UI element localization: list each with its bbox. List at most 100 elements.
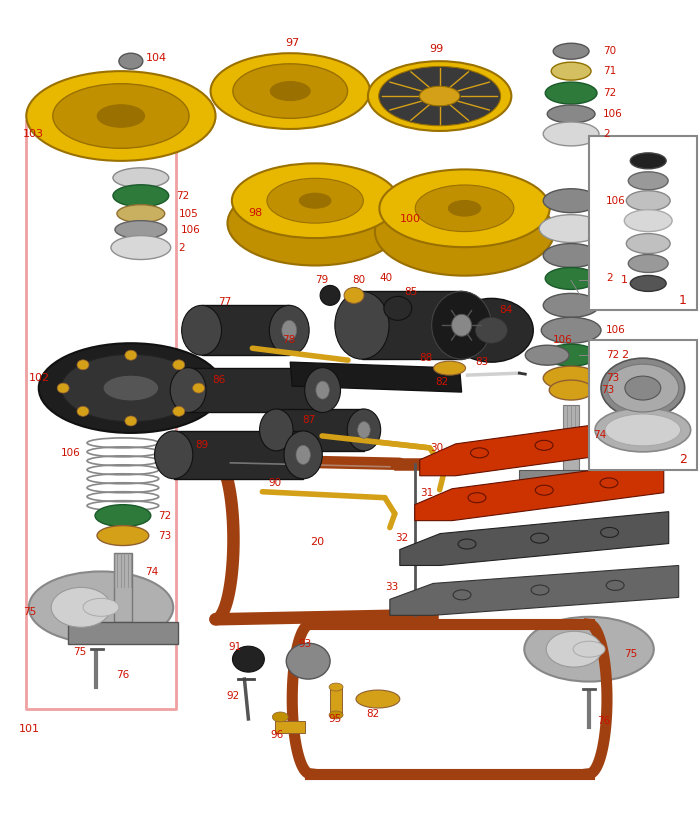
Text: 93: 93 bbox=[298, 640, 312, 649]
Ellipse shape bbox=[344, 287, 364, 304]
Text: 2: 2 bbox=[679, 453, 687, 466]
Text: 30: 30 bbox=[430, 443, 443, 453]
Bar bbox=[174, 431, 303, 479]
Ellipse shape bbox=[468, 493, 486, 502]
Text: 90: 90 bbox=[268, 478, 281, 488]
Ellipse shape bbox=[432, 291, 491, 359]
Ellipse shape bbox=[125, 416, 136, 426]
Ellipse shape bbox=[525, 345, 569, 365]
Ellipse shape bbox=[170, 368, 206, 412]
Ellipse shape bbox=[95, 505, 150, 526]
Ellipse shape bbox=[524, 617, 654, 681]
Ellipse shape bbox=[607, 365, 679, 412]
Ellipse shape bbox=[630, 276, 666, 291]
Text: 2: 2 bbox=[178, 242, 186, 253]
Bar bbox=[276, 409, 364, 451]
Ellipse shape bbox=[111, 236, 171, 259]
Text: 71: 71 bbox=[603, 67, 616, 76]
Text: 83: 83 bbox=[475, 357, 489, 367]
Text: 73: 73 bbox=[601, 385, 615, 395]
Ellipse shape bbox=[573, 641, 605, 657]
Ellipse shape bbox=[368, 62, 512, 131]
Ellipse shape bbox=[458, 539, 476, 549]
Ellipse shape bbox=[358, 421, 370, 438]
Text: 1: 1 bbox=[679, 294, 687, 307]
Text: 97: 97 bbox=[286, 39, 300, 48]
Ellipse shape bbox=[595, 408, 691, 452]
Ellipse shape bbox=[375, 187, 554, 276]
Bar bbox=[330, 687, 342, 715]
Ellipse shape bbox=[356, 690, 400, 708]
Text: 82: 82 bbox=[366, 709, 379, 719]
Ellipse shape bbox=[260, 409, 293, 451]
Text: 78: 78 bbox=[282, 335, 295, 346]
Ellipse shape bbox=[600, 478, 618, 488]
Ellipse shape bbox=[475, 317, 507, 343]
Text: 20: 20 bbox=[310, 537, 324, 547]
Ellipse shape bbox=[347, 409, 381, 451]
Ellipse shape bbox=[597, 433, 615, 443]
Ellipse shape bbox=[113, 167, 169, 188]
Ellipse shape bbox=[267, 178, 363, 223]
Ellipse shape bbox=[284, 431, 322, 479]
Ellipse shape bbox=[543, 122, 599, 146]
Text: 98: 98 bbox=[248, 208, 262, 218]
Text: 73: 73 bbox=[158, 530, 171, 540]
Ellipse shape bbox=[551, 62, 591, 80]
Text: 91: 91 bbox=[228, 642, 242, 652]
Ellipse shape bbox=[335, 291, 389, 359]
Ellipse shape bbox=[300, 193, 331, 209]
Ellipse shape bbox=[113, 185, 169, 207]
Ellipse shape bbox=[233, 64, 348, 118]
Ellipse shape bbox=[626, 190, 670, 211]
Text: 2: 2 bbox=[606, 273, 612, 283]
Text: 74: 74 bbox=[145, 567, 158, 577]
Text: 70: 70 bbox=[603, 46, 616, 56]
Ellipse shape bbox=[304, 368, 340, 412]
Ellipse shape bbox=[545, 268, 597, 290]
Text: 72: 72 bbox=[176, 190, 189, 200]
Ellipse shape bbox=[550, 380, 593, 400]
Ellipse shape bbox=[119, 53, 143, 69]
Ellipse shape bbox=[97, 105, 145, 127]
Ellipse shape bbox=[470, 448, 489, 458]
Text: 106: 106 bbox=[61, 448, 81, 458]
Ellipse shape bbox=[543, 293, 599, 317]
Text: 92: 92 bbox=[227, 691, 239, 701]
Ellipse shape bbox=[629, 172, 668, 190]
Ellipse shape bbox=[77, 406, 89, 416]
Text: 2: 2 bbox=[603, 129, 610, 139]
Ellipse shape bbox=[57, 383, 69, 393]
Text: 86: 86 bbox=[213, 375, 226, 385]
Text: 40: 40 bbox=[380, 273, 393, 283]
Text: 99: 99 bbox=[430, 44, 444, 54]
Text: 104: 104 bbox=[146, 53, 167, 63]
Ellipse shape bbox=[61, 354, 201, 422]
Text: 74: 74 bbox=[593, 430, 606, 440]
Ellipse shape bbox=[449, 298, 533, 362]
Text: 79: 79 bbox=[315, 275, 328, 286]
Text: 89: 89 bbox=[195, 440, 209, 450]
Ellipse shape bbox=[624, 209, 672, 232]
Ellipse shape bbox=[536, 485, 553, 495]
Ellipse shape bbox=[545, 344, 597, 366]
Bar bbox=[519, 470, 623, 493]
Ellipse shape bbox=[543, 366, 599, 390]
Bar bbox=[188, 368, 323, 412]
Polygon shape bbox=[420, 416, 659, 476]
Text: 106: 106 bbox=[603, 109, 623, 119]
Bar bbox=[275, 721, 305, 733]
Ellipse shape bbox=[38, 343, 223, 433]
Text: 76: 76 bbox=[116, 670, 130, 680]
Ellipse shape bbox=[384, 296, 412, 320]
Ellipse shape bbox=[182, 305, 221, 355]
Text: 95: 95 bbox=[328, 714, 342, 724]
Ellipse shape bbox=[435, 291, 489, 359]
Ellipse shape bbox=[531, 533, 549, 544]
Ellipse shape bbox=[546, 631, 602, 667]
Ellipse shape bbox=[553, 44, 589, 59]
Ellipse shape bbox=[320, 286, 340, 305]
Text: 75: 75 bbox=[624, 649, 637, 659]
Ellipse shape bbox=[379, 67, 500, 126]
Text: 72: 72 bbox=[158, 511, 171, 521]
